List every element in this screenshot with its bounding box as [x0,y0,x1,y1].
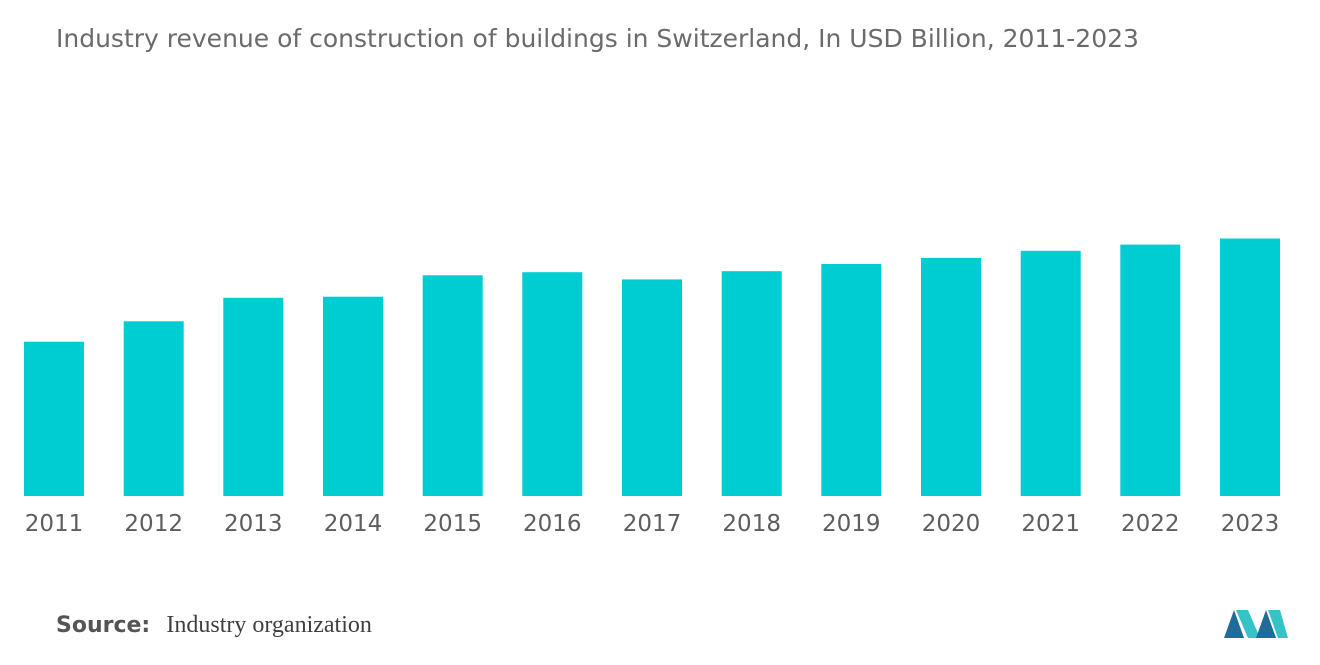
x-tick-label-2013: 2013 [224,511,283,537]
source-line: Source: Industry organization [56,612,372,639]
logo-shape-mid-right [1256,610,1276,638]
x-tick-label-2017: 2017 [623,511,682,537]
bar-2011 [24,341,84,496]
bar-2023 [1220,238,1280,496]
x-tick-label-2022: 2022 [1121,511,1180,537]
bar-2018 [721,271,782,496]
x-tick-label-2012: 2012 [124,511,183,537]
mordor-intelligence-logo-icon [1224,610,1288,638]
source-label: Source: [56,613,151,638]
x-tick-label-2011: 2011 [25,511,84,537]
bar-2019 [821,264,882,496]
logo-shape-mid [1236,610,1260,638]
x-tick-label-2023: 2023 [1221,511,1280,537]
bar-2016 [522,272,583,496]
bar-2020 [921,257,981,496]
bar-2017 [622,279,682,496]
x-axis-tick-labels: 2011 2012 2013 2014 2015 2016 2017 2018 2019 2020… [25,511,1280,537]
source-value: Industry organization [166,612,372,638]
logo-shape-right [1268,610,1288,638]
logo-shape-left [1224,610,1244,638]
x-tick-label-2019: 2019 [822,511,881,537]
x-tick-label-2014: 2014 [324,511,383,537]
bar-2013 [223,297,284,496]
bar-2022 [1120,244,1181,496]
bar-2015 [422,275,483,496]
x-tick-label-2016: 2016 [523,511,582,537]
x-tick-label-2015: 2015 [423,511,482,537]
bars-group [24,238,1280,496]
x-tick-label-2021: 2021 [1021,511,1080,537]
bar-2014 [323,296,383,496]
bar-2012 [123,321,184,496]
x-tick-label-2020: 2020 [922,511,981,537]
chart-title: Industry revenue of construction of buil… [56,24,1139,53]
bar-2021 [1020,250,1081,496]
x-tick-label-2018: 2018 [722,511,781,537]
